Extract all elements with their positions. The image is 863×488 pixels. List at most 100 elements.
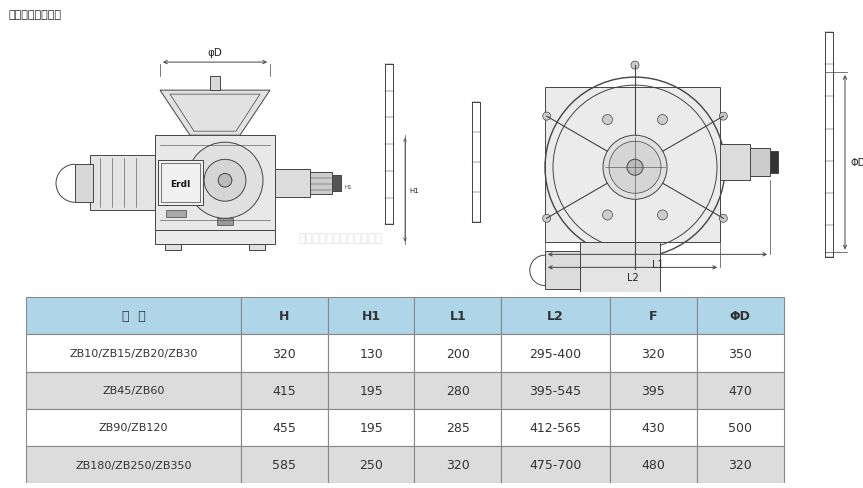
- Circle shape: [658, 210, 667, 221]
- Bar: [696, 335, 784, 372]
- Bar: [696, 446, 784, 483]
- Text: φD: φD: [208, 48, 223, 58]
- Bar: [158, 161, 203, 206]
- Bar: [501, 446, 610, 483]
- Text: L1: L1: [652, 260, 664, 270]
- Text: 130: 130: [359, 347, 383, 360]
- Bar: [414, 335, 501, 372]
- Circle shape: [609, 142, 661, 194]
- Text: ΦD: ΦD: [850, 158, 863, 168]
- Bar: [328, 335, 414, 372]
- Text: 上海湖泉阀门集团有限公司: 上海湖泉阀门集团有限公司: [298, 231, 382, 244]
- Bar: [26, 446, 241, 483]
- Bar: [414, 372, 501, 409]
- Text: 585: 585: [272, 458, 296, 471]
- Text: H1: H1: [409, 187, 419, 193]
- Circle shape: [627, 160, 643, 176]
- Text: 395: 395: [641, 384, 665, 397]
- Text: 250: 250: [359, 458, 383, 471]
- Bar: [610, 298, 696, 335]
- Text: F: F: [649, 310, 658, 323]
- Bar: [328, 409, 414, 446]
- Text: 200: 200: [446, 347, 469, 360]
- Bar: [545, 88, 720, 243]
- Bar: [696, 409, 784, 446]
- Text: 430: 430: [641, 421, 665, 434]
- Text: ΦD: ΦD: [730, 310, 751, 323]
- Text: H: H: [279, 310, 289, 323]
- Bar: [275, 170, 310, 198]
- Text: 320: 320: [728, 458, 752, 471]
- Text: 320: 320: [446, 458, 469, 471]
- Circle shape: [603, 136, 667, 200]
- Bar: [770, 152, 778, 174]
- Bar: [501, 335, 610, 372]
- Text: 475-700: 475-700: [529, 458, 582, 471]
- Bar: [501, 298, 610, 335]
- Circle shape: [720, 113, 728, 121]
- Circle shape: [631, 62, 639, 70]
- Bar: [501, 372, 610, 409]
- Bar: [75, 165, 93, 203]
- Bar: [217, 219, 233, 226]
- Bar: [165, 245, 181, 251]
- Text: 280: 280: [446, 384, 469, 397]
- Bar: [332, 176, 341, 192]
- Circle shape: [602, 115, 613, 125]
- Bar: [590, 298, 604, 306]
- Bar: [696, 372, 784, 409]
- Bar: [241, 446, 328, 483]
- Bar: [210, 77, 220, 91]
- Circle shape: [720, 215, 728, 223]
- Text: 395-545: 395-545: [530, 384, 582, 397]
- Bar: [310, 173, 332, 195]
- Circle shape: [543, 113, 551, 121]
- Bar: [249, 245, 265, 251]
- Bar: [155, 231, 275, 245]
- Bar: [414, 298, 501, 335]
- Text: 295-400: 295-400: [530, 347, 582, 360]
- Text: 415: 415: [273, 384, 296, 397]
- Text: 412-565: 412-565: [530, 421, 582, 434]
- Bar: [414, 446, 501, 483]
- Text: L1: L1: [450, 310, 466, 323]
- Polygon shape: [160, 91, 270, 136]
- Bar: [328, 372, 414, 409]
- Text: ZB90/ZB120: ZB90/ZB120: [98, 423, 168, 432]
- Bar: [610, 335, 696, 372]
- Text: 320: 320: [641, 347, 665, 360]
- Bar: [720, 145, 750, 181]
- Text: H1: H1: [344, 184, 351, 189]
- Bar: [26, 335, 241, 372]
- Text: 470: 470: [728, 384, 753, 397]
- Text: ZB10/ZB15/ZB20/ZB30: ZB10/ZB15/ZB20/ZB30: [69, 348, 198, 358]
- Bar: [26, 372, 241, 409]
- Bar: [26, 298, 241, 335]
- Bar: [166, 211, 186, 218]
- Circle shape: [218, 174, 232, 188]
- Circle shape: [631, 266, 639, 274]
- Bar: [90, 156, 155, 211]
- Text: 480: 480: [641, 458, 665, 471]
- Circle shape: [658, 115, 667, 125]
- Text: 320: 320: [273, 347, 296, 360]
- Text: 195: 195: [359, 384, 383, 397]
- Text: 型  号: 型 号: [122, 310, 145, 323]
- Circle shape: [187, 143, 263, 219]
- Text: 285: 285: [446, 421, 469, 434]
- Bar: [696, 298, 784, 335]
- Text: 195: 195: [359, 421, 383, 434]
- Bar: [750, 149, 770, 177]
- Bar: [155, 136, 275, 231]
- Text: L2: L2: [547, 310, 564, 323]
- Bar: [26, 409, 241, 446]
- Bar: [241, 298, 328, 335]
- Bar: [414, 409, 501, 446]
- Bar: [161, 164, 200, 203]
- Bar: [610, 372, 696, 409]
- Circle shape: [602, 210, 613, 221]
- Bar: [241, 409, 328, 446]
- Bar: [610, 446, 696, 483]
- Bar: [501, 409, 610, 446]
- Text: 350: 350: [728, 347, 753, 360]
